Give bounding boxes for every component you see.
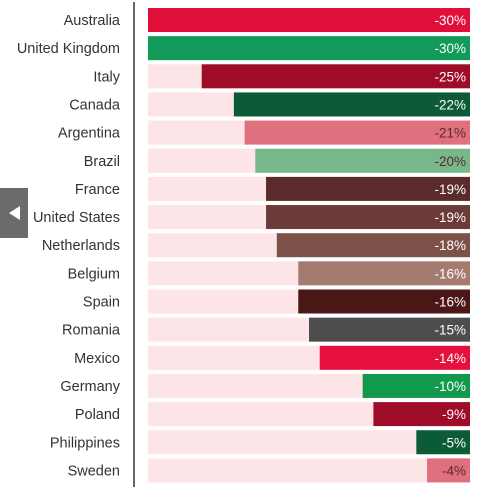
category-label: France [75, 182, 120, 198]
value-label: -18% [434, 238, 466, 253]
bar [266, 205, 470, 230]
bar [276, 233, 470, 258]
bar [148, 8, 470, 32]
bar [148, 36, 470, 61]
category-label: Netherlands [42, 238, 120, 254]
category-label: Australia [64, 13, 121, 29]
bar [319, 345, 470, 370]
category-label: United States [33, 210, 120, 226]
category-label: Italy [93, 69, 120, 85]
bar [266, 176, 470, 201]
value-label: -10% [434, 379, 466, 394]
bar [233, 92, 470, 117]
category-label: Germany [60, 379, 120, 395]
value-label: -15% [434, 323, 466, 338]
bar [244, 120, 470, 145]
value-label: -14% [434, 351, 466, 366]
bar [373, 402, 470, 427]
category-label: Romania [62, 323, 121, 339]
value-label: -4% [442, 463, 466, 478]
bar [201, 64, 470, 89]
bar [309, 317, 470, 342]
category-label: Philippines [50, 435, 120, 451]
value-label: -5% [442, 435, 466, 450]
value-label: -25% [434, 69, 466, 84]
bar [298, 261, 470, 286]
value-label: -19% [434, 210, 466, 225]
value-label: -30% [434, 41, 466, 56]
category-label: United Kingdom [17, 41, 120, 57]
category-label: Poland [75, 407, 120, 423]
value-label: -22% [434, 97, 466, 112]
bar [427, 458, 470, 483]
category-label: Brazil [84, 154, 120, 170]
previous-button[interactable] [0, 188, 28, 238]
category-label: Spain [83, 295, 120, 311]
category-label: Canada [69, 97, 121, 113]
bar [298, 289, 470, 314]
value-label: -21% [434, 126, 466, 141]
category-label: Mexico [74, 351, 120, 367]
bar [416, 430, 470, 455]
value-label: -16% [434, 266, 466, 281]
value-label: -20% [434, 154, 466, 169]
value-label: -16% [434, 295, 466, 310]
value-label: -19% [434, 182, 466, 197]
bar [362, 373, 470, 398]
bar-track [148, 458, 470, 483]
value-label: -30% [434, 13, 466, 28]
category-label: Argentina [58, 126, 121, 142]
category-label: Sweden [68, 463, 120, 479]
category-label: Belgium [68, 266, 120, 282]
bar [255, 148, 470, 173]
value-label: -9% [442, 407, 466, 422]
chevron-left-icon [8, 206, 20, 220]
